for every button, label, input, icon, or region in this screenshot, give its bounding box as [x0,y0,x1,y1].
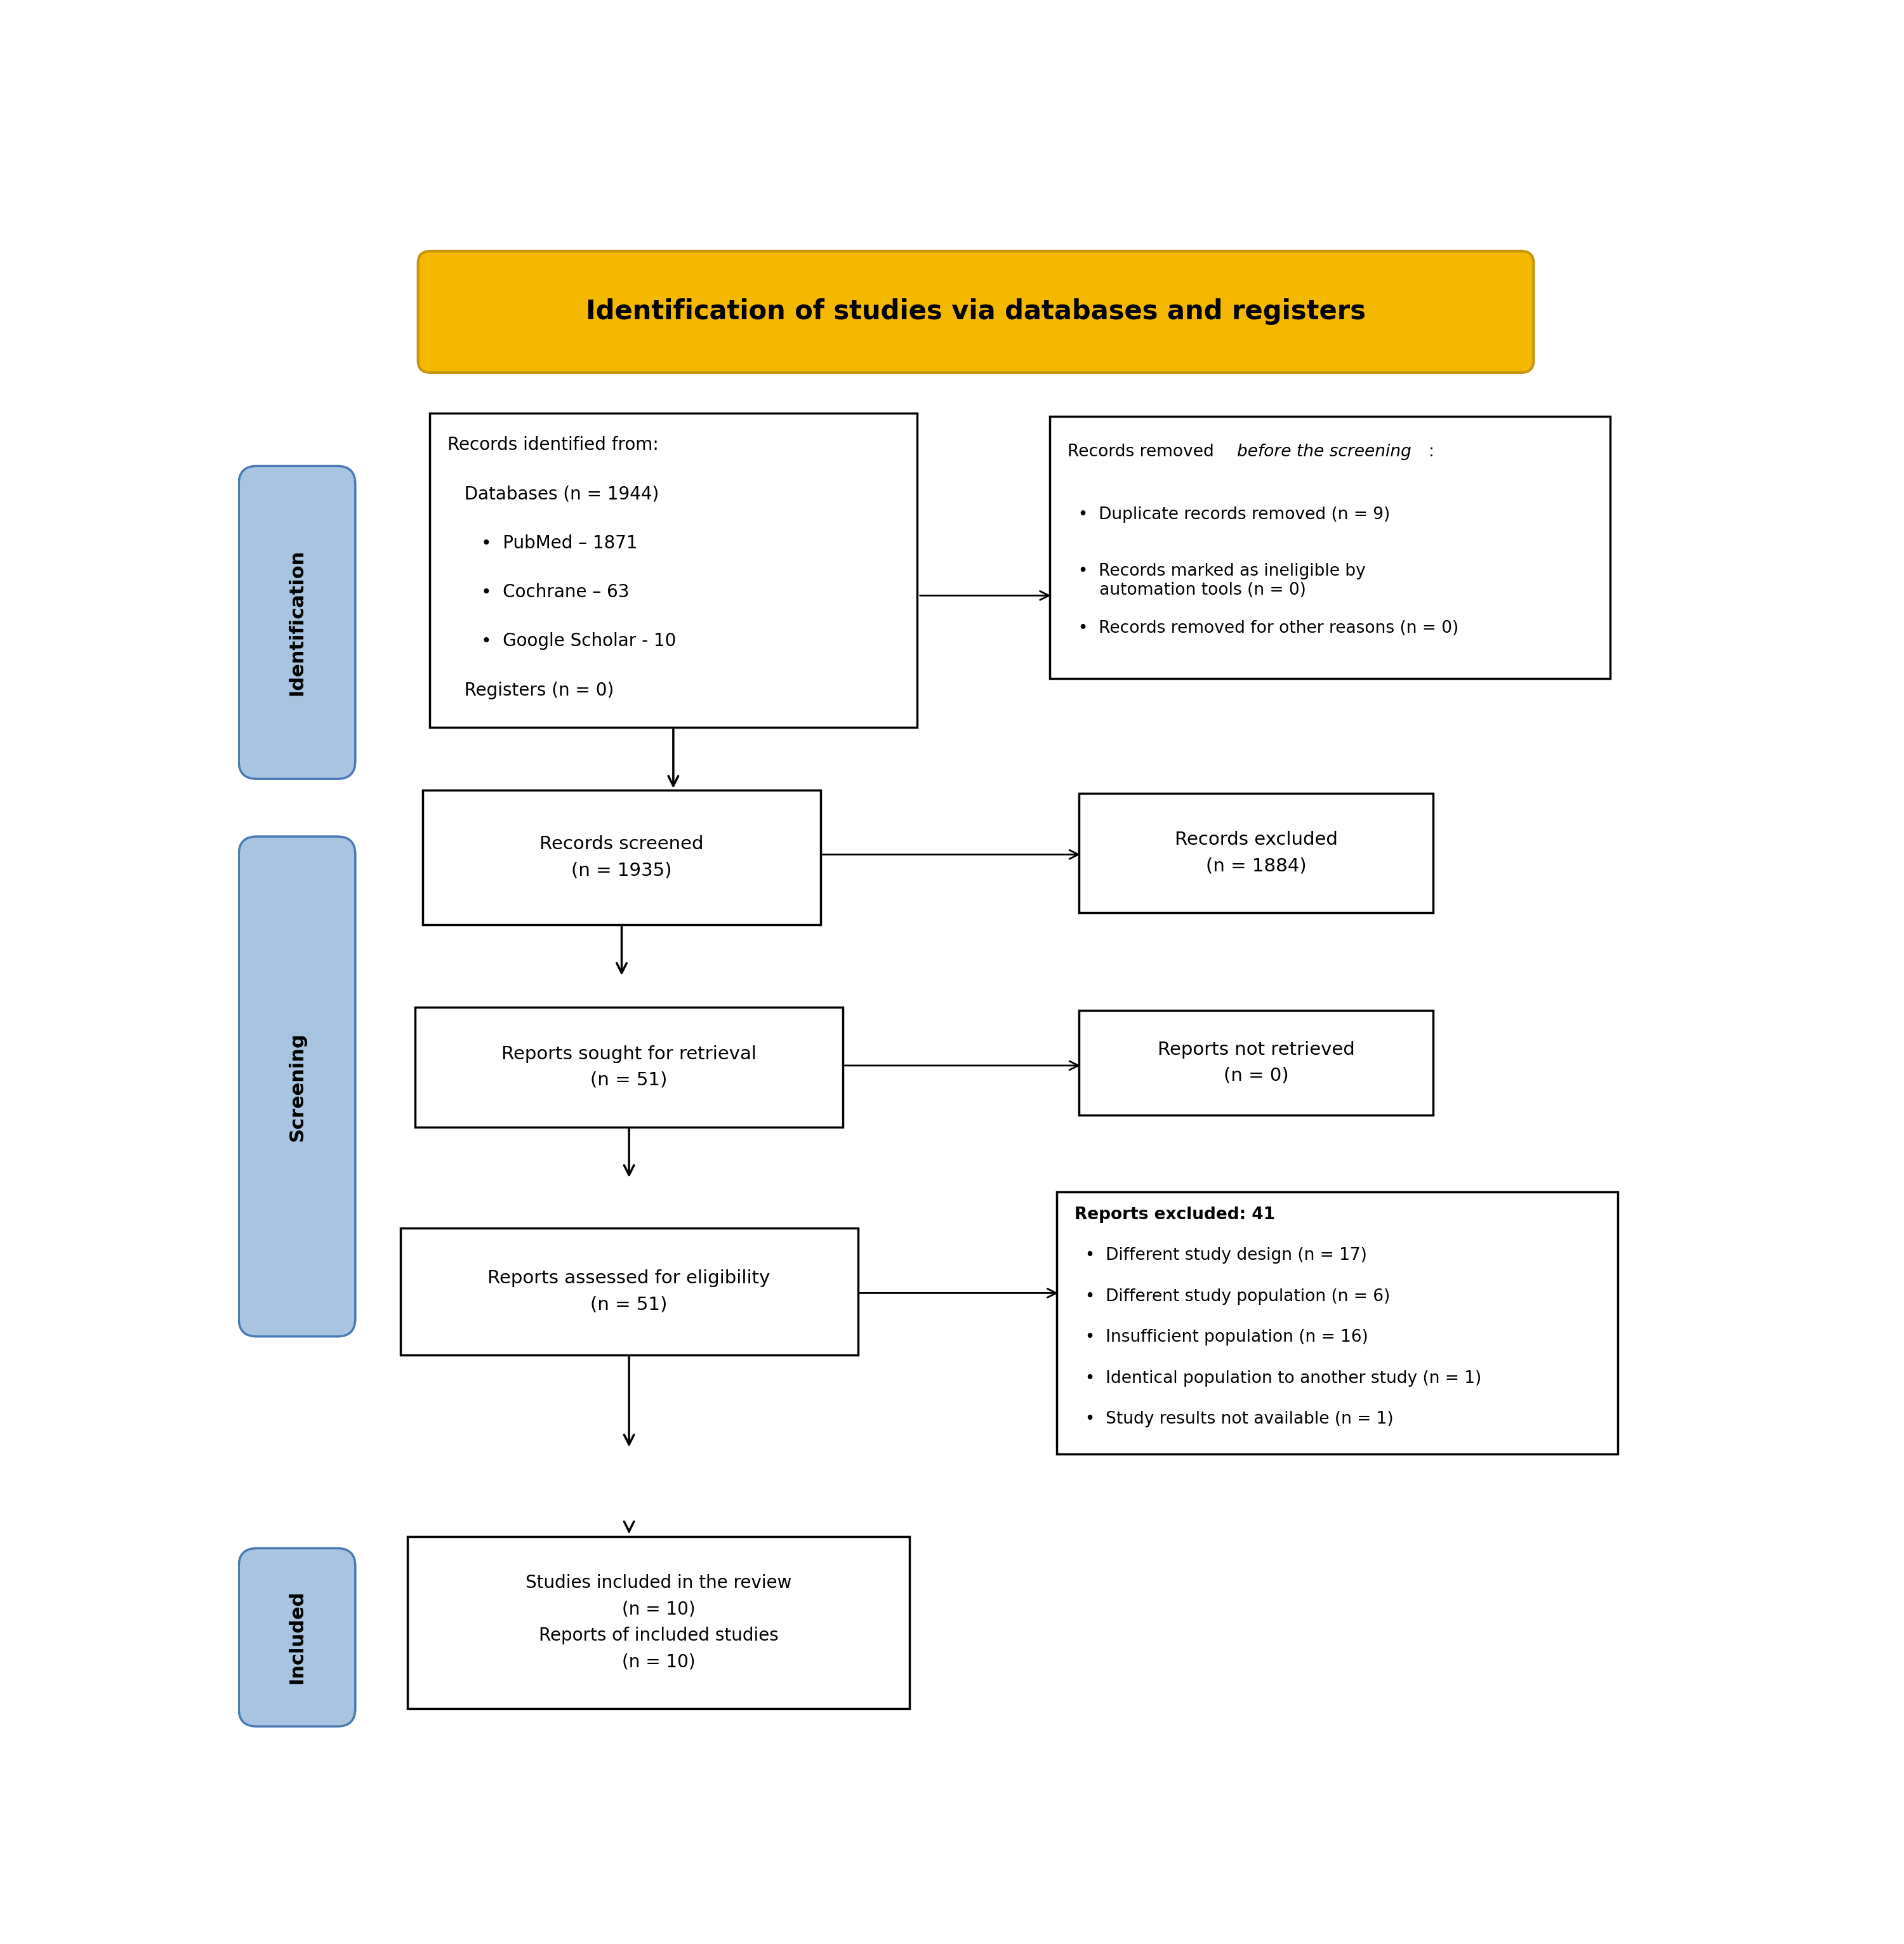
FancyBboxPatch shape [238,1547,356,1726]
Text: •  PubMed – 1871: • PubMed – 1871 [447,535,638,552]
Text: Included: Included [288,1590,307,1684]
Bar [1080,793,1434,914]
Bar [430,412,918,727]
Text: :: : [1428,443,1434,461]
Text: Reports excluded: 41: Reports excluded: 41 [1074,1207,1276,1223]
Text: •  Study results not available (n = 1): • Study results not available (n = 1) [1074,1411,1394,1427]
FancyBboxPatch shape [419,251,1533,373]
Text: Reports not retrieved
(n = 0): Reports not retrieved (n = 0) [1158,1040,1356,1085]
Text: •  Cochrane – 63: • Cochrane – 63 [447,583,630,601]
Text: Records removed: Records removed [1068,443,1219,461]
Text: before the screening: before the screening [1238,443,1411,461]
Text: •  Different study population (n = 6): • Different study population (n = 6) [1074,1289,1390,1304]
Text: Reports assessed for eligibility
(n = 51): Reports assessed for eligibility (n = 51… [487,1269,771,1314]
Text: •  Identical population to another study (n = 1): • Identical population to another study … [1074,1371,1481,1386]
Bar [1049,416,1611,678]
Text: Databases (n = 1944): Databases (n = 1944) [447,486,659,503]
Bar [423,789,821,925]
Text: •  Insufficient population (n = 16): • Insufficient population (n = 16) [1074,1330,1369,1345]
Text: •  Different study design (n = 17): • Different study design (n = 17) [1074,1248,1367,1264]
Text: Screening: Screening [288,1032,307,1141]
Text: •  Google Scholar - 10: • Google Scholar - 10 [447,632,676,649]
Bar [407,1536,910,1709]
Text: Identification of studies via databases and registers: Identification of studies via databases … [586,299,1365,325]
FancyBboxPatch shape [238,836,356,1336]
Text: Records excluded
(n = 1884): Records excluded (n = 1884) [1175,830,1339,875]
Bar [1080,1011,1434,1116]
Text: Records identified from:: Records identified from: [447,435,659,453]
Text: •  Records removed for other reasons (n = 0): • Records removed for other reasons (n =… [1068,620,1458,636]
Text: Records screened
(n = 1935): Records screened (n = 1935) [539,836,704,879]
Text: Registers (n = 0): Registers (n = 0) [447,682,613,700]
Text: Studies included in the review
(n = 10)
Reports of included studies
(n = 10): Studies included in the review (n = 10) … [526,1575,792,1670]
Text: Identification: Identification [288,550,307,696]
Bar [400,1229,857,1355]
Text: •  Duplicate records removed (n = 9): • Duplicate records removed (n = 9) [1068,505,1390,523]
FancyBboxPatch shape [238,467,356,780]
Text: Reports sought for retrieval
(n = 51): Reports sought for retrieval (n = 51) [501,1046,756,1089]
Bar [1057,1192,1618,1454]
Bar [415,1007,843,1128]
Text: •  Records marked as ineligible by
      automation tools (n = 0): • Records marked as ineligible by automa… [1068,564,1365,599]
